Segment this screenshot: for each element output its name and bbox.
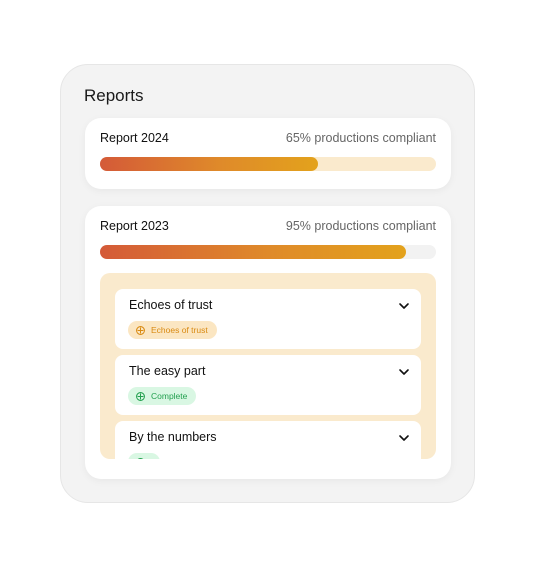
progress-fill xyxy=(100,157,319,171)
report-status: 65% productions compliant xyxy=(285,131,436,145)
progress-bar xyxy=(100,157,436,171)
report-name: Report 2024 xyxy=(100,131,169,145)
panel-title: Reports xyxy=(84,86,144,105)
chevron-down-icon[interactable] xyxy=(397,299,411,313)
status-badge xyxy=(128,453,160,459)
production-list[interactable]: Echoes of trust Echoes of trust The easy… xyxy=(100,273,436,459)
item-title: By the numbers xyxy=(129,430,217,444)
sparkle-icon xyxy=(136,325,145,335)
badge-label: Echoes of trust xyxy=(151,325,208,335)
report-card-2023[interactable]: Report 2023 95% productions compliant Ec… xyxy=(85,206,451,479)
progress-fill xyxy=(100,245,406,259)
list-item[interactable]: By the numbers xyxy=(115,421,421,459)
chevron-down-icon[interactable] xyxy=(397,365,411,379)
report-name: Report 2023 xyxy=(100,219,169,233)
sparkle-icon xyxy=(136,391,145,401)
list-item[interactable]: The easy part Complete xyxy=(115,355,421,415)
badge-label: Complete xyxy=(151,391,188,401)
sparkle-icon xyxy=(137,457,144,459)
report-status: 95% productions compliant xyxy=(285,219,436,233)
item-title: The easy part xyxy=(129,364,206,378)
status-badge: Echoes of trust xyxy=(128,321,217,339)
report-header: Report 2023 95% productions compliant xyxy=(100,219,436,233)
progress-bar xyxy=(100,245,436,259)
report-card-2024[interactable]: Report 2024 65% productions compliant xyxy=(85,118,451,189)
reports-panel: Reports Report 2024 65% productions comp… xyxy=(60,64,475,503)
status-badge: Complete xyxy=(128,387,197,405)
chevron-down-icon[interactable] xyxy=(397,431,411,445)
report-header: Report 2024 65% productions compliant xyxy=(100,131,436,145)
item-title: Echoes of trust xyxy=(129,298,213,312)
list-item[interactable]: Echoes of trust Echoes of trust xyxy=(115,289,421,349)
